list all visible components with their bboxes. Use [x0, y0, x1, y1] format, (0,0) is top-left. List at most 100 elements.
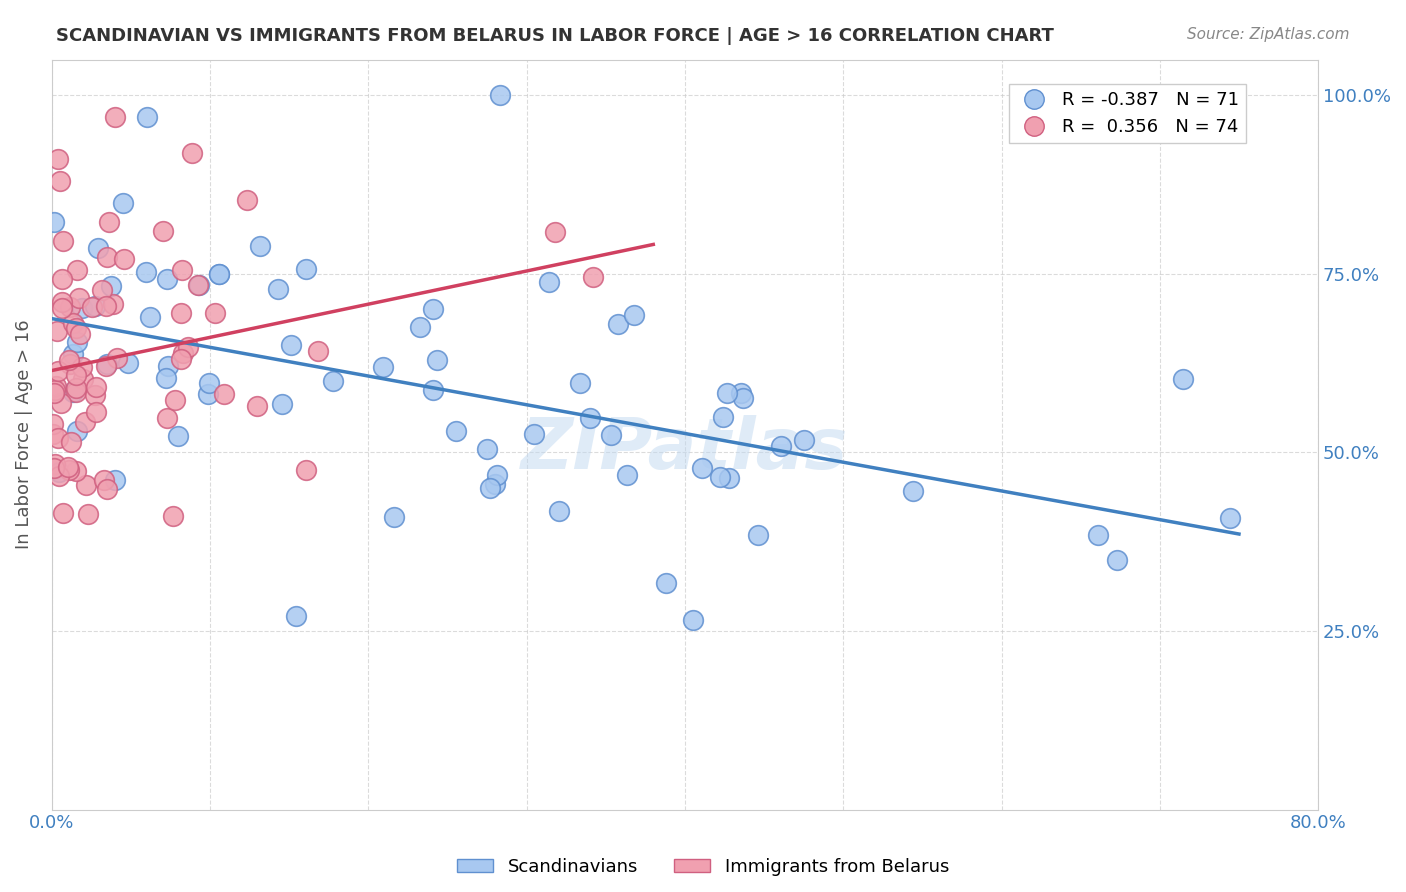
Scandinavians	[100, 279, 122, 293]
Scandinavians	[409, 319, 432, 334]
Immigrants from Belarus	[170, 352, 193, 367]
Immigrants from Belarus	[212, 387, 235, 401]
Immigrants from Belarus	[94, 299, 117, 313]
Scandinavians	[208, 267, 231, 281]
Immigrants from Belarus	[59, 300, 82, 314]
Scandinavians	[716, 386, 738, 401]
Immigrants from Belarus	[45, 324, 67, 338]
Immigrants from Belarus	[236, 193, 259, 207]
Scandinavians	[155, 371, 177, 385]
Immigrants from Belarus	[180, 145, 202, 160]
Scandinavians	[167, 429, 190, 443]
Immigrants from Belarus	[58, 353, 80, 368]
Scandinavians	[489, 88, 512, 103]
Immigrants from Belarus	[66, 263, 89, 277]
Immigrants from Belarus	[48, 468, 70, 483]
Immigrants from Belarus	[104, 110, 127, 124]
Immigrants from Belarus	[83, 388, 105, 402]
Immigrants from Belarus	[42, 384, 65, 398]
Scandinavians	[730, 386, 752, 401]
Immigrants from Belarus	[59, 357, 82, 371]
Immigrants from Belarus	[96, 250, 118, 264]
Immigrants from Belarus	[58, 463, 80, 477]
Scandinavians	[117, 356, 139, 370]
Scandinavians	[322, 374, 344, 388]
Scandinavians	[422, 383, 444, 397]
Immigrants from Belarus	[46, 152, 69, 166]
Immigrants from Belarus	[65, 368, 87, 382]
Immigrants from Belarus	[49, 396, 72, 410]
Immigrants from Belarus	[152, 224, 174, 238]
Scandinavians	[135, 265, 157, 279]
Scandinavians	[1087, 528, 1109, 542]
Immigrants from Belarus	[48, 174, 70, 188]
Immigrants from Belarus	[72, 372, 94, 386]
Immigrants from Belarus	[51, 295, 73, 310]
Immigrants from Belarus	[46, 431, 69, 445]
Scandinavians	[484, 477, 506, 491]
Immigrants from Belarus	[65, 381, 87, 395]
Scandinavians	[371, 359, 394, 374]
Scandinavians	[249, 238, 271, 252]
Immigrants from Belarus	[94, 359, 117, 373]
Scandinavians	[66, 335, 89, 350]
Immigrants from Belarus	[105, 351, 128, 365]
Scandinavians	[284, 609, 307, 624]
Scandinavians	[84, 300, 107, 314]
Scandinavians	[188, 278, 211, 293]
Scandinavians	[444, 425, 467, 439]
Scandinavians	[70, 301, 93, 316]
Scandinavians	[295, 262, 318, 277]
Scandinavians	[157, 359, 180, 373]
Scandinavians	[66, 425, 89, 439]
Immigrants from Belarus	[46, 364, 69, 378]
Scandinavians	[733, 391, 755, 405]
Immigrants from Belarus	[84, 380, 107, 394]
Scandinavians	[197, 386, 219, 401]
Immigrants from Belarus	[45, 379, 67, 393]
Scandinavians	[135, 110, 157, 124]
Immigrants from Belarus	[165, 392, 187, 407]
Immigrants from Belarus	[172, 346, 194, 360]
Immigrants from Belarus	[42, 417, 65, 432]
Immigrants from Belarus	[52, 506, 75, 520]
Scandinavians	[62, 346, 84, 360]
Immigrants from Belarus	[90, 284, 112, 298]
Scandinavians	[139, 310, 162, 325]
Immigrants from Belarus	[162, 508, 184, 523]
Immigrants from Belarus	[155, 411, 177, 425]
Scandinavians	[48, 465, 70, 479]
Immigrants from Belarus	[65, 320, 87, 334]
Immigrants from Belarus	[65, 464, 87, 478]
Immigrants from Belarus	[72, 359, 94, 374]
Scandinavians	[769, 439, 792, 453]
Immigrants from Belarus	[44, 457, 66, 471]
Scandinavians	[568, 376, 591, 390]
Immigrants from Belarus	[42, 461, 65, 475]
Scandinavians	[267, 282, 290, 296]
Scandinavians	[616, 468, 638, 483]
Immigrants from Belarus	[69, 326, 91, 341]
Scandinavians	[96, 357, 118, 371]
Immigrants from Belarus	[112, 252, 135, 266]
Scandinavians	[44, 215, 66, 229]
Immigrants from Belarus	[187, 277, 209, 292]
Scandinavians	[1173, 372, 1195, 386]
Immigrants from Belarus	[67, 292, 90, 306]
Immigrants from Belarus	[307, 343, 329, 358]
Immigrants from Belarus	[246, 399, 269, 413]
Text: SCANDINAVIAN VS IMMIGRANTS FROM BELARUS IN LABOR FORCE | AGE > 16 CORRELATION CH: SCANDINAVIAN VS IMMIGRANTS FROM BELARUS …	[56, 27, 1054, 45]
Scandinavians	[655, 576, 678, 591]
Scandinavians	[475, 442, 498, 457]
Immigrants from Belarus	[59, 434, 82, 449]
Scandinavians	[623, 309, 645, 323]
Immigrants from Belarus	[101, 297, 124, 311]
Scandinavians	[156, 272, 179, 286]
Scandinavians	[62, 385, 84, 400]
Scandinavians	[538, 275, 561, 289]
Immigrants from Belarus	[294, 463, 316, 477]
Immigrants from Belarus	[62, 316, 84, 330]
Immigrants from Belarus	[58, 460, 80, 475]
Scandinavians	[718, 470, 741, 484]
Scandinavians	[479, 481, 502, 495]
